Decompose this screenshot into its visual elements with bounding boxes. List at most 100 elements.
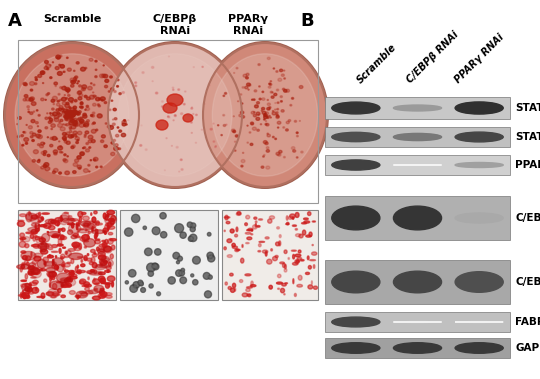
Ellipse shape bbox=[273, 68, 274, 69]
Ellipse shape bbox=[151, 66, 154, 68]
Ellipse shape bbox=[283, 127, 285, 128]
Ellipse shape bbox=[80, 102, 83, 103]
Ellipse shape bbox=[71, 146, 74, 149]
Ellipse shape bbox=[208, 275, 212, 279]
Ellipse shape bbox=[299, 234, 303, 238]
Ellipse shape bbox=[104, 283, 111, 284]
Ellipse shape bbox=[271, 96, 274, 98]
Ellipse shape bbox=[99, 290, 104, 294]
Ellipse shape bbox=[39, 225, 47, 227]
Ellipse shape bbox=[60, 55, 62, 57]
Ellipse shape bbox=[79, 280, 84, 284]
Ellipse shape bbox=[267, 117, 269, 119]
Ellipse shape bbox=[74, 245, 82, 251]
Ellipse shape bbox=[78, 81, 79, 82]
Ellipse shape bbox=[126, 282, 127, 283]
Ellipse shape bbox=[73, 171, 76, 174]
Ellipse shape bbox=[31, 270, 41, 278]
Ellipse shape bbox=[48, 232, 60, 236]
Ellipse shape bbox=[89, 58, 93, 61]
Ellipse shape bbox=[72, 242, 80, 247]
Ellipse shape bbox=[99, 260, 104, 264]
Ellipse shape bbox=[262, 111, 266, 114]
Ellipse shape bbox=[58, 114, 62, 116]
Ellipse shape bbox=[38, 243, 49, 249]
Ellipse shape bbox=[37, 160, 40, 163]
Ellipse shape bbox=[25, 244, 29, 248]
Ellipse shape bbox=[65, 113, 66, 114]
Ellipse shape bbox=[72, 114, 73, 115]
Text: C/EBPβ
RNAi: C/EBPβ RNAi bbox=[153, 14, 197, 36]
Ellipse shape bbox=[68, 230, 73, 235]
Ellipse shape bbox=[262, 98, 265, 100]
Ellipse shape bbox=[313, 286, 318, 289]
Ellipse shape bbox=[39, 269, 46, 271]
Ellipse shape bbox=[96, 97, 100, 101]
Ellipse shape bbox=[394, 105, 442, 111]
Ellipse shape bbox=[282, 263, 285, 268]
Ellipse shape bbox=[177, 226, 181, 230]
Ellipse shape bbox=[177, 271, 180, 275]
Ellipse shape bbox=[148, 271, 153, 276]
Ellipse shape bbox=[26, 213, 37, 221]
Ellipse shape bbox=[60, 146, 62, 147]
Ellipse shape bbox=[73, 118, 77, 121]
Ellipse shape bbox=[69, 111, 73, 114]
Ellipse shape bbox=[22, 265, 24, 268]
Ellipse shape bbox=[77, 295, 79, 299]
Ellipse shape bbox=[91, 139, 95, 143]
Ellipse shape bbox=[78, 221, 79, 226]
Ellipse shape bbox=[62, 152, 63, 153]
Ellipse shape bbox=[130, 271, 134, 275]
Ellipse shape bbox=[47, 232, 49, 233]
Ellipse shape bbox=[23, 99, 26, 101]
Ellipse shape bbox=[264, 141, 267, 144]
Ellipse shape bbox=[69, 109, 70, 110]
Ellipse shape bbox=[21, 293, 22, 298]
Ellipse shape bbox=[29, 263, 36, 270]
Ellipse shape bbox=[105, 293, 112, 296]
Ellipse shape bbox=[132, 214, 140, 222]
Ellipse shape bbox=[104, 260, 107, 264]
Ellipse shape bbox=[51, 124, 55, 127]
Ellipse shape bbox=[69, 216, 72, 217]
Ellipse shape bbox=[62, 97, 66, 101]
Ellipse shape bbox=[41, 216, 43, 220]
Ellipse shape bbox=[28, 109, 29, 110]
Ellipse shape bbox=[68, 276, 70, 280]
Ellipse shape bbox=[91, 114, 93, 116]
Ellipse shape bbox=[111, 215, 116, 221]
Ellipse shape bbox=[72, 145, 75, 147]
Ellipse shape bbox=[191, 108, 193, 109]
Ellipse shape bbox=[23, 255, 27, 260]
Ellipse shape bbox=[40, 72, 44, 74]
Ellipse shape bbox=[80, 121, 83, 123]
Ellipse shape bbox=[262, 91, 264, 92]
Ellipse shape bbox=[57, 112, 60, 114]
Ellipse shape bbox=[56, 109, 59, 111]
Ellipse shape bbox=[75, 100, 77, 102]
Ellipse shape bbox=[288, 216, 293, 219]
Ellipse shape bbox=[76, 291, 87, 298]
Ellipse shape bbox=[65, 251, 68, 254]
Ellipse shape bbox=[294, 121, 296, 122]
Ellipse shape bbox=[94, 240, 100, 244]
Ellipse shape bbox=[21, 284, 27, 287]
Ellipse shape bbox=[64, 256, 69, 257]
Ellipse shape bbox=[257, 129, 259, 131]
Ellipse shape bbox=[245, 274, 251, 276]
Ellipse shape bbox=[237, 211, 241, 215]
Ellipse shape bbox=[92, 263, 97, 268]
Ellipse shape bbox=[272, 112, 276, 115]
Ellipse shape bbox=[141, 125, 142, 126]
Ellipse shape bbox=[29, 282, 37, 286]
Ellipse shape bbox=[125, 281, 129, 284]
Ellipse shape bbox=[160, 213, 166, 219]
Ellipse shape bbox=[295, 213, 299, 218]
Ellipse shape bbox=[89, 231, 90, 234]
Ellipse shape bbox=[58, 94, 60, 95]
Ellipse shape bbox=[192, 275, 193, 276]
Ellipse shape bbox=[245, 223, 247, 226]
Ellipse shape bbox=[130, 285, 138, 292]
Ellipse shape bbox=[125, 228, 133, 236]
